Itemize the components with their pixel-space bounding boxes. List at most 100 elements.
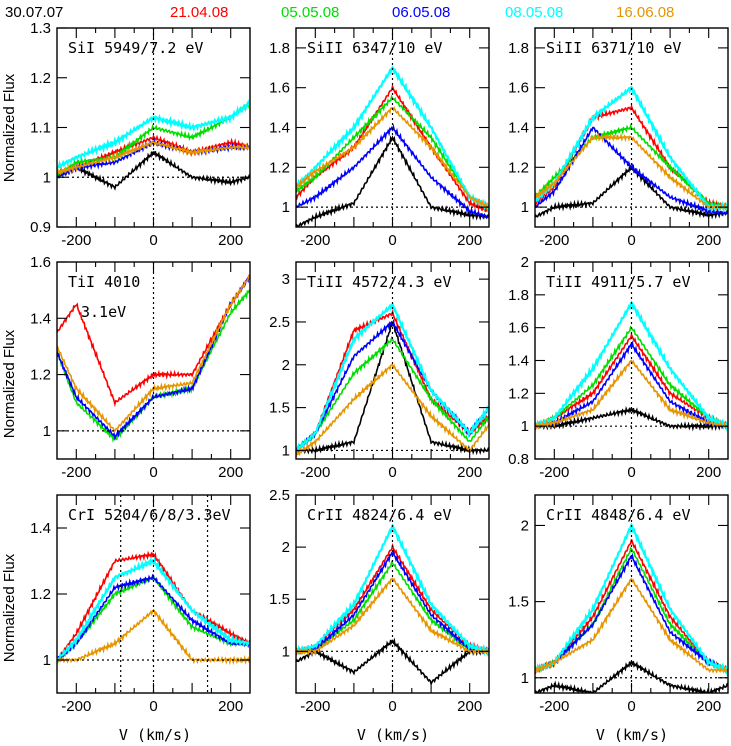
x-tick-label: -200: [539, 232, 569, 249]
x-tick-label: 200: [218, 232, 243, 249]
x-axis-label-col-1: V (km/s): [119, 726, 191, 744]
series-line: [296, 106, 489, 209]
y-tick-label: 3: [282, 271, 290, 288]
series-line: [57, 275, 250, 433]
series-group: [535, 85, 728, 220]
panel-title: TiI 4010: [68, 273, 140, 291]
series-group: [535, 522, 728, 693]
x-tick-label: 200: [696, 698, 721, 715]
x-tick-label: 0: [149, 464, 157, 481]
x-tick-label: 0: [149, 232, 157, 249]
y-tick-label: 1: [282, 442, 290, 459]
y-tick-label: 1.4: [30, 310, 51, 327]
y-tick-label: 1.3: [30, 20, 51, 37]
series-line: [57, 98, 250, 169]
panel-title: SiII 6347/10 eV: [307, 39, 442, 57]
y-tick-label: 2.5: [269, 314, 290, 331]
panel-title: TiII 4572/4.3 eV: [307, 273, 452, 291]
y-tick-label: 2: [521, 254, 529, 271]
series-line: [296, 548, 489, 655]
panel: -200 0 200 1 1.5 2 CrII 4848/6.4 eV: [508, 494, 729, 715]
x-tick-label: -200: [539, 698, 569, 715]
y-tick-label: 1: [282, 643, 290, 660]
y-tick-label: 1.6: [508, 320, 529, 337]
series-line: [535, 552, 728, 673]
x-tick-label: 200: [457, 232, 482, 249]
panel: -200 0 200 1 1.2 1.4 1.6 1.8 SiII 6371/10 eV: [508, 27, 729, 249]
x-tick-label: 200: [457, 698, 482, 715]
x-tick-label: 0: [627, 232, 635, 249]
y-tick-label: 1.2: [30, 586, 51, 603]
legend-entry: 16.06.08: [616, 4, 674, 21]
y-tick-label: 2: [521, 517, 529, 534]
panel: -200 0 200 1 1.5 2 2.5 CrII 4824/6.4 eV: [269, 487, 490, 715]
y-tick-label: 1.2: [30, 70, 51, 87]
panel-frame: [56, 494, 251, 694]
panel-title: CrI 5204/6/8/3.3eV: [68, 506, 231, 524]
series-line: [296, 135, 489, 227]
series-line: [57, 139, 250, 176]
x-tick-label: 0: [388, 698, 396, 715]
legend-entry: 21.04.08: [170, 4, 228, 21]
legend-entry: 30.07.07: [5, 4, 63, 21]
panel: -200 0 200 1 1.5 2 2.5 3 TiII 4572/4.3 eV: [269, 261, 490, 481]
panel: -200 0 200 1 1.2 1.4 CrI 5204/6/8/3.3eV: [30, 494, 251, 715]
series-line: [296, 65, 489, 214]
series-line: [296, 363, 489, 458]
x-tick-label: 200: [696, 464, 721, 481]
y-tick-label: 1.5: [269, 591, 290, 608]
y-tick-label: 1: [521, 199, 529, 216]
y-tick-label: 1: [521, 418, 529, 435]
y-tick-label: 1: [521, 670, 529, 687]
x-tick-label: -200: [61, 698, 91, 715]
series-line: [57, 555, 250, 661]
x-tick-label: 0: [388, 232, 396, 249]
x-tick-label: 200: [457, 464, 482, 481]
y-tick-label: 1: [43, 169, 51, 186]
y-tick-label: 1.2: [30, 367, 51, 384]
x-tick-label: -200: [300, 232, 330, 249]
series-line: [535, 522, 728, 677]
series-line: [57, 573, 250, 662]
series-line: [57, 550, 250, 661]
x-tick-label: -200: [300, 464, 330, 481]
x-tick-label: -200: [539, 464, 569, 481]
series-line: [57, 150, 250, 191]
y-tick-label: 1.6: [269, 80, 290, 97]
y-tick-label: 1.2: [508, 159, 529, 176]
y-tick-label: 1: [43, 423, 51, 440]
x-tick-label: -200: [61, 464, 91, 481]
y-tick-label: 2: [282, 539, 290, 556]
series-line: [57, 274, 250, 408]
legend: 30.07.07 21.04.08 05.05.08 06.05.08 08.05.08…: [5, 4, 674, 21]
x-tick-label: 0: [149, 698, 157, 715]
legend-entry: 08.05.08: [505, 4, 563, 21]
panel-frame: [56, 261, 251, 460]
y-axis-label-row-2: Normalized Flux: [1, 329, 18, 438]
y-tick-label: 1.6: [30, 254, 51, 271]
series-line: [535, 85, 728, 214]
series-line: [535, 359, 728, 430]
panel-title: CrII 4848/6.4 eV: [546, 506, 691, 524]
series-group: [535, 300, 728, 433]
y-tick-label: 2.5: [269, 487, 290, 504]
x-axis-label-col-3: V (km/s): [596, 726, 668, 744]
panel-subtitle: 3.1eV: [81, 303, 126, 321]
panel-title: SiII 6371/10 eV: [546, 39, 681, 57]
panel: -200 0 200 1 1.2 1.4 1.6 1.8 SiII 6347/10 eV: [269, 27, 490, 249]
series-line: [535, 660, 728, 693]
panel: -200 0 200 1 1.2 1.4 1.6 TiI 4010 3.1eV: [30, 254, 251, 481]
y-axis-label-row-3: Normalized Flux: [1, 553, 18, 662]
y-tick-label: 1.2: [269, 159, 290, 176]
series-line: [535, 132, 728, 211]
series-line: [535, 340, 728, 430]
y-tick-label: 0.8: [508, 451, 529, 468]
y-tick-label: 1: [43, 652, 51, 669]
y-tick-label: 0.9: [30, 219, 51, 236]
y-tick-label: 1.4: [508, 353, 529, 370]
panel: -200 0 200 0.9 1 1.1 1.2 1.3 SiI 5949/7.2 eV: [30, 20, 251, 249]
legend-entry: 06.05.08: [392, 4, 450, 21]
series-line: [296, 577, 489, 657]
